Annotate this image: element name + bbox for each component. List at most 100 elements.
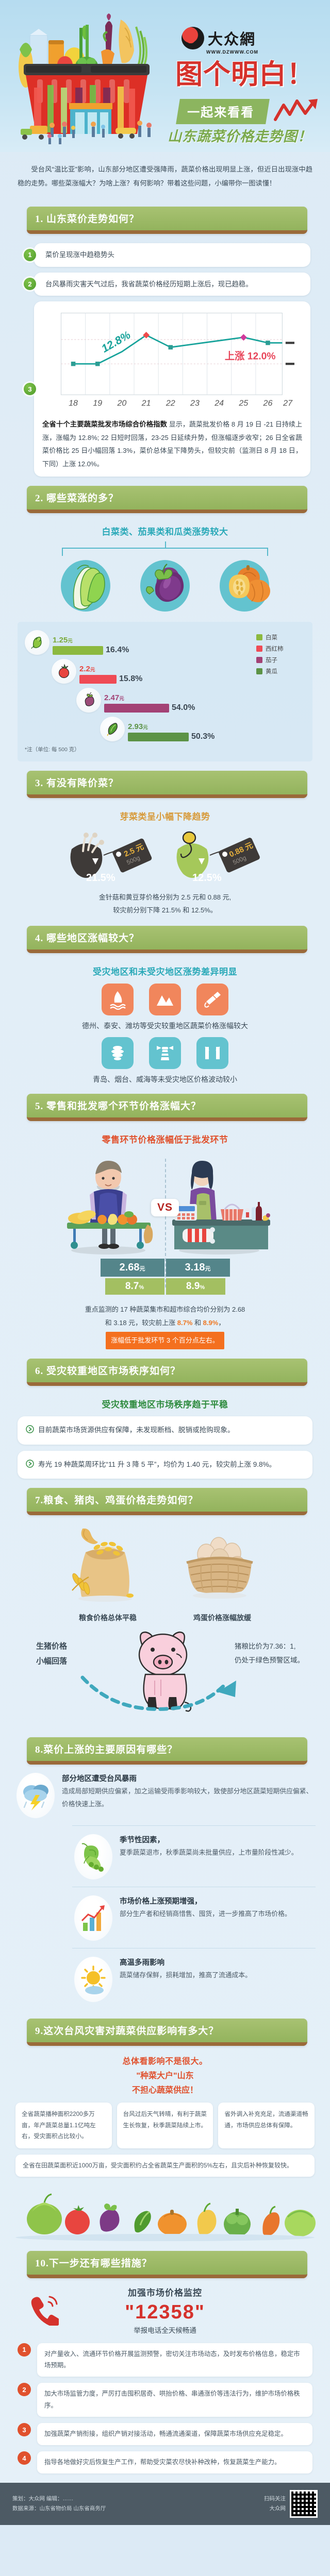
svg-text:18: 18 (69, 399, 78, 408)
measure-text: 加大市场监管力度，严厉打击囤积居奇、哄抬价格、串通涨价等违法行为，维护市场价格秩… (37, 2383, 312, 2417)
pig-left-label: 生猪价格 小幅回落 (36, 1642, 68, 1666)
safe-region-icons (0, 1037, 330, 1070)
footer-qr-line-2: 大众网 (269, 2505, 286, 2512)
section-9-card: 省外调入补充充足，流通渠道畅通，市场供应总体有保障。 (218, 2103, 315, 2148)
commodity-illustrations: 粮食价格总体平稳 (0, 1523, 330, 1623)
section-heading-6: 6. 受灾较重地区市场秩序如何？ (27, 1359, 307, 1386)
reason-title: 高温多雨影响 (120, 1959, 164, 1968)
legend-label: 茄子 (266, 657, 277, 664)
section-9-cards: 全省蔬菜播种面积2200多万亩，年产蔬菜总量1.1亿吨左右，受灾面积占比较小。 … (15, 2103, 315, 2148)
reason-body: 市场价格上涨预期增强， 部分生产者和经销商惜售、囤货，进一步推高了市场价格。 (120, 1895, 301, 1941)
chart-up-icon (74, 1895, 112, 1941)
line-chart-svg: 12.8% 上涨 12.0% 18 19 20 21 22 23 24 25 26 27 (60, 313, 294, 408)
svg-text:23: 23 (190, 399, 200, 408)
section-9-card: 全省蔬菜播种面积2200多万亩，年产蔬菜总量1.1亿吨左右，受灾面积占比较小。 (15, 2103, 112, 2148)
vs-illustrations: VS (0, 1154, 330, 1288)
svg-text:19: 19 (93, 399, 102, 408)
section-3-line1: 金针菇和黄豆芽价格分别为 2.5 元和 0.88 元, (98, 893, 232, 902)
hotline-number[interactable]: "12358" (125, 2301, 205, 2323)
curved-dashed-arrow-icon (80, 1675, 236, 1711)
section-9-note: 全省在田蔬菜面积近1000万亩，受灾面积约占全省蔬菜生产面积的5%左右，且灾后补… (15, 2154, 315, 2177)
vs-divider (165, 1159, 166, 1288)
bar-line: 54.0% (104, 703, 195, 713)
price-index-chart-card: 12.8% 上涨 12.0% 18 19 20 21 22 23 24 25 26 27 全… (34, 301, 310, 477)
wholesale-price-value: 3.18元 (166, 1259, 230, 1277)
mountain-icon (149, 984, 181, 1016)
section-5-note-line1: 重点监测的 17 种蔬菜集市和超市综合均价分别为 2.68 (85, 1306, 245, 1314)
bar-fill (128, 732, 189, 741)
bar-value-label: 16.4% (106, 646, 129, 655)
grain-block: 粮食价格总体平稳 (64, 1523, 152, 1623)
measure-number: 1 (18, 2343, 31, 2357)
svg-text:25: 25 (238, 399, 248, 408)
step-badge-3: 3 (24, 383, 36, 396)
legend-label: 西红柿 (266, 646, 284, 653)
lighthouse-icon (149, 1037, 181, 1070)
hero-banner: 大众網 WWW.DZWWW.COM 图个明白！ 一起来看看 山东蔬菜价格走势图！ (0, 0, 330, 152)
measure-text: 加强蔬菜产销衔接，组织产销对接活动，畅通流通渠道，保障蔬菜市场供应充足稳定。 (37, 2423, 312, 2446)
footer-line-1: 策划：大众网 编辑：…… (12, 2496, 74, 2502)
wholesale-pct-value: 8.9% (166, 1278, 225, 1295)
bar-price: 2.93元 (128, 722, 148, 732)
site-logo: 大众網 (182, 27, 256, 49)
hotline-subtitle: 举报电话全天候畅通 (134, 2326, 196, 2334)
step-badge-1: 1 (24, 248, 36, 261)
section-6-bullet-1-text: 目前蔬菜市场货源供应有保障，未发现断档、脱销或抢购现象。 (38, 1426, 235, 1434)
measure-text: 对产量收入、流通环节价格开展监测预警，密切关注市场动态，及时发布价格信息，稳定市… (37, 2343, 312, 2377)
legend-item: 西红柿 (256, 645, 305, 653)
reason-item: 季节性因素， 夏季蔬菜退市，秋季蔬菜尚未批量供应，上市量阶段性减少。 (72, 1825, 316, 1887)
trend-arrow-icon (274, 99, 318, 121)
enoki-drop-pct: 21.5% (86, 872, 116, 884)
reason-title: 市场价格上涨预期增强， (120, 1897, 202, 1906)
legend-item: 白菜 (256, 633, 305, 641)
section-6-bullet-2: 寿光 19 种蔬菜周环比“11 升 3 降 5 平”，均价为 1.40 元，较灾… (18, 1450, 312, 1479)
legend-swatch (256, 668, 262, 675)
step-badge-2: 2 (24, 278, 36, 291)
reason-body: 高温多雨影响 蔬菜储存保鲜，损耗增加，推高了流通成本。 (120, 1957, 301, 2002)
svg-text:24: 24 (214, 399, 224, 408)
vs-badge: VS (151, 1199, 179, 1217)
eggplant-icon (140, 560, 190, 612)
bar-list: 1.25元 16.4% 2.2元 (25, 630, 256, 753)
footer-line-2: 数据来源：山东省物价局 山东省商务厅 (12, 2505, 106, 2512)
soybean-sprout-price-drop: 12.5% 0.88 元 500g (176, 831, 260, 884)
sail-boat-icon (102, 984, 134, 1016)
egg-basket-icon (186, 1537, 253, 1599)
supermarket-cashier-illustration (172, 1161, 270, 1255)
peapod-icon (74, 1834, 112, 1880)
pig-price-block: 生猪价格 小幅回落 猪粮比价为7.36：1, 仍处于绿色预警区域。 (0, 1625, 330, 1728)
section-5-highlight: 涨幅低于批发环节 3 个百分点左右。 (106, 1332, 224, 1350)
pumpkin-icon (220, 560, 270, 612)
bar-value-label: 50.3% (191, 732, 215, 741)
section-2-subtitle: 白菜类、茄果类和瓜类涨势较大 (102, 527, 228, 537)
reason-text: 夏季蔬菜退市，秋季蔬菜尚未批量供应，上市量阶段性减少。 (120, 1849, 298, 1857)
eggplant-small-icon (76, 688, 101, 713)
section-1-cards: 1 菜价呈现涨中趋稳势头 2 台风暴雨灾害天气过后，我省蔬菜价格经历短期上涨后，… (20, 243, 310, 477)
measure-text: 指导各地做好灾后恢复生产工作，帮助受灾菜农尽快补种改种，恢复蔬菜生产能力。 (37, 2451, 312, 2474)
section-6-bullet-2-text: 寿光 19 种蔬菜周环比“11 升 3 降 5 平”，均价为 1.40 元，较灾… (38, 1460, 276, 1468)
section-6-subtitle: 受灾较重地区市场秩序趋于平稳 (102, 1400, 228, 1410)
safe-region-caption: 青岛、烟台、威海等未受灾地区价格波动较小 (93, 1075, 237, 1084)
section-3-line2: 较灾前分别下降 21.5% 和 12.5%。 (113, 906, 217, 914)
retail-pct-value: 8.7% (105, 1278, 164, 1295)
pig-right-label: 猪粮比价为7.36：1, 仍处于绿色预警区域。 (235, 1642, 304, 1665)
storm-icon (16, 1773, 55, 1819)
bar-row-eggplant: 2.47元 54.0% (76, 688, 256, 713)
vegetable-row-illustration (15, 2193, 316, 2241)
section-9-line1: 总体看影响不是很大。 (122, 2057, 208, 2066)
svg-text:27: 27 (283, 399, 293, 408)
unit-note: *注（单位: 每 500 克） (25, 747, 80, 753)
section-3-subtitle: 芽菜类呈小幅下降趋势 (120, 812, 210, 822)
cabbage-icon (61, 560, 110, 612)
footer-credits: 策划：大众网 编辑：…… 数据来源：山东省物价局 山东省商务厅 (12, 2494, 106, 2514)
connector-lines (62, 541, 268, 556)
bar-line: 50.3% (128, 732, 214, 741)
svg-text:上涨 12.0%: 上涨 12.0% (225, 351, 276, 362)
bar-line: 15.8% (79, 674, 142, 684)
qr-code[interactable] (290, 2490, 318, 2518)
legend-swatch (256, 657, 262, 664)
reason-title: 季节性因素， (120, 1836, 164, 1845)
disaster-region-icons (0, 984, 330, 1016)
pig-icon (138, 1632, 192, 1712)
phone-icon (31, 2296, 59, 2326)
